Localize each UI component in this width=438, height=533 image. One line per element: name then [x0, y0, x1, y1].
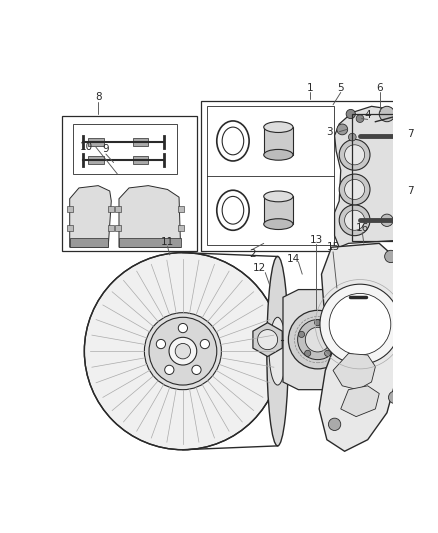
Polygon shape	[341, 386, 379, 417]
Circle shape	[345, 145, 364, 165]
Circle shape	[149, 317, 217, 385]
Circle shape	[178, 324, 187, 333]
Circle shape	[200, 340, 209, 349]
Circle shape	[258, 329, 278, 350]
Bar	[108, 225, 114, 231]
Bar	[73, 124, 177, 174]
Circle shape	[337, 124, 348, 135]
Text: 14: 14	[286, 254, 300, 264]
Circle shape	[298, 320, 338, 360]
Circle shape	[397, 214, 408, 225]
Bar	[201, 101, 416, 251]
Text: 12: 12	[253, 263, 266, 273]
Ellipse shape	[264, 219, 293, 230]
Circle shape	[381, 214, 393, 227]
Bar	[399, 107, 414, 124]
Circle shape	[389, 391, 401, 403]
Polygon shape	[70, 185, 111, 247]
Text: 10: 10	[80, 142, 93, 152]
Polygon shape	[333, 353, 375, 390]
Text: 2: 2	[249, 249, 255, 259]
Text: 13: 13	[310, 235, 323, 245]
Circle shape	[314, 320, 321, 326]
Ellipse shape	[264, 122, 293, 133]
Circle shape	[85, 253, 282, 450]
Circle shape	[156, 340, 166, 349]
Circle shape	[165, 365, 174, 375]
Bar	[133, 156, 148, 164]
Text: 7: 7	[407, 129, 413, 139]
Circle shape	[379, 106, 395, 122]
Bar	[207, 106, 334, 245]
Ellipse shape	[267, 256, 288, 446]
Circle shape	[331, 332, 337, 337]
Text: 9: 9	[102, 144, 109, 155]
Circle shape	[345, 180, 364, 199]
Circle shape	[304, 350, 311, 357]
Bar	[88, 138, 103, 146]
Circle shape	[339, 140, 370, 170]
Bar	[62, 116, 197, 251]
Text: 16: 16	[356, 223, 369, 233]
Bar	[177, 206, 184, 212]
Bar	[352, 114, 410, 241]
Circle shape	[336, 290, 350, 304]
Bar	[67, 206, 73, 212]
Polygon shape	[335, 106, 414, 247]
Circle shape	[345, 210, 364, 230]
Bar	[264, 127, 293, 155]
Polygon shape	[319, 244, 406, 451]
Circle shape	[328, 418, 341, 431]
Polygon shape	[119, 185, 180, 247]
Circle shape	[397, 130, 408, 141]
Text: 15: 15	[326, 242, 340, 252]
Bar	[70, 238, 108, 247]
Text: 7: 7	[407, 186, 413, 196]
Circle shape	[145, 313, 221, 390]
Bar	[115, 225, 121, 231]
Text: 1: 1	[307, 83, 313, 93]
Circle shape	[175, 343, 191, 359]
Polygon shape	[253, 322, 282, 357]
Circle shape	[356, 115, 364, 123]
Bar	[67, 225, 73, 231]
Circle shape	[385, 251, 397, 263]
Ellipse shape	[264, 149, 293, 160]
Circle shape	[325, 350, 331, 357]
Circle shape	[320, 284, 400, 364]
Bar	[88, 156, 103, 164]
Circle shape	[339, 174, 370, 205]
Text: 11: 11	[161, 237, 174, 247]
Circle shape	[339, 205, 370, 236]
Polygon shape	[283, 289, 349, 390]
Text: 8: 8	[95, 92, 102, 102]
Circle shape	[339, 294, 347, 301]
Circle shape	[349, 133, 356, 141]
Ellipse shape	[269, 317, 286, 385]
Bar	[115, 206, 121, 212]
Text: 5: 5	[337, 83, 344, 93]
Circle shape	[192, 365, 201, 375]
Bar	[108, 206, 114, 212]
Text: 3: 3	[326, 127, 332, 137]
Circle shape	[329, 294, 391, 355]
Circle shape	[346, 109, 355, 119]
Bar	[177, 225, 184, 231]
Circle shape	[298, 332, 304, 337]
Ellipse shape	[264, 191, 293, 202]
Text: 4: 4	[364, 110, 371, 120]
Bar	[264, 196, 293, 224]
Bar	[133, 138, 148, 146]
Circle shape	[288, 310, 347, 369]
Bar	[119, 238, 180, 247]
Circle shape	[169, 337, 197, 365]
Circle shape	[305, 327, 330, 352]
Text: 6: 6	[377, 83, 383, 93]
